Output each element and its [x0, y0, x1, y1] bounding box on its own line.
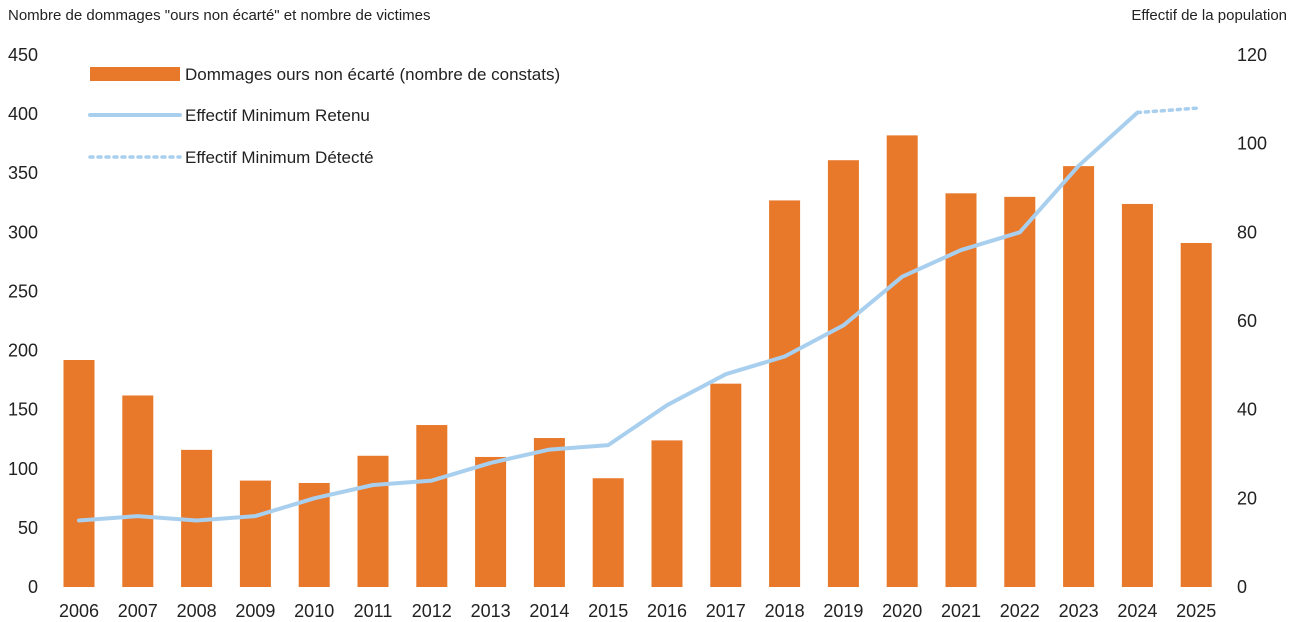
y-tick-label-left: 150: [8, 400, 38, 420]
bar: [1180, 242, 1212, 587]
bar: [416, 425, 448, 587]
bar: [122, 395, 154, 587]
y-tick-label-left: 350: [8, 163, 38, 183]
x-tick-label: 2022: [1000, 601, 1040, 621]
y-tick-label-right: 40: [1237, 400, 1257, 420]
y-tick-label-left: 450: [8, 45, 38, 65]
y-tick-label-right: 60: [1237, 311, 1257, 331]
y-tick-label-left: 100: [8, 459, 38, 479]
x-tick-label: 2013: [471, 601, 511, 621]
x-tick-label: 2016: [647, 601, 687, 621]
x-tick-label: 2011: [354, 601, 393, 621]
x-tick-label: 2010: [294, 601, 334, 621]
y-tick-label-right: 80: [1237, 222, 1257, 242]
x-tick-label: 2018: [765, 601, 805, 621]
bar: [592, 478, 624, 587]
bar: [239, 480, 271, 587]
x-tick-label: 2017: [706, 601, 746, 621]
legend-swatch-bar: [90, 67, 180, 81]
x-tick-label: 2024: [1117, 601, 1157, 621]
x-tick-label: 2021: [941, 601, 981, 621]
bar: [63, 360, 95, 587]
y-tick-label-left: 50: [18, 518, 38, 538]
x-tick-label: 2015: [588, 601, 628, 621]
bar: [533, 438, 565, 587]
y-axis-left-label: Nombre de dommages "ours non écarté" et …: [8, 7, 431, 24]
y-tick-label-left: 300: [8, 222, 38, 242]
bar: [945, 193, 977, 587]
bar: [1004, 196, 1036, 587]
x-tick-label: 2020: [882, 601, 922, 621]
bar: [827, 160, 859, 587]
x-tick-label: 2007: [118, 601, 158, 621]
series-line-retenu: [77, 110, 1140, 523]
y-tick-label-right: 120: [1237, 45, 1267, 65]
x-tick-label: 2023: [1059, 601, 1099, 621]
series-line-detecte: [1135, 106, 1198, 115]
bar: [651, 440, 683, 587]
y-axis-right-label: Effectif de la population: [1131, 7, 1287, 24]
bar: [1063, 166, 1095, 587]
y-tick-label-left: 200: [8, 341, 38, 361]
legend-label: Effectif Minimum Retenu: [185, 106, 370, 125]
legend-label: Effectif Minimum Détecté: [185, 148, 374, 167]
legend-label: Dommages ours non écarté (nombre de cons…: [185, 65, 560, 84]
x-tick-label: 2008: [177, 601, 217, 621]
x-tick-label: 2019: [823, 601, 863, 621]
y-tick-label-right: 100: [1237, 134, 1267, 154]
y-tick-label-left: 400: [8, 104, 38, 124]
bar: [769, 200, 801, 587]
x-tick-label: 2009: [235, 601, 275, 621]
bar: [1121, 203, 1153, 587]
x-tick-label: 2006: [59, 601, 99, 621]
bar: [357, 455, 389, 587]
bar: [710, 383, 742, 587]
bar: [886, 135, 918, 587]
y-tick-label-left: 250: [8, 281, 38, 301]
y-tick-label-left: 0: [28, 577, 38, 597]
x-tick-label: 2012: [412, 601, 452, 621]
x-tick-label: 2025: [1176, 601, 1216, 621]
y-tick-label-right: 0: [1237, 577, 1247, 597]
bar: [475, 456, 507, 587]
x-tick-label: 2014: [529, 601, 569, 621]
y-tick-label-right: 20: [1237, 488, 1257, 508]
